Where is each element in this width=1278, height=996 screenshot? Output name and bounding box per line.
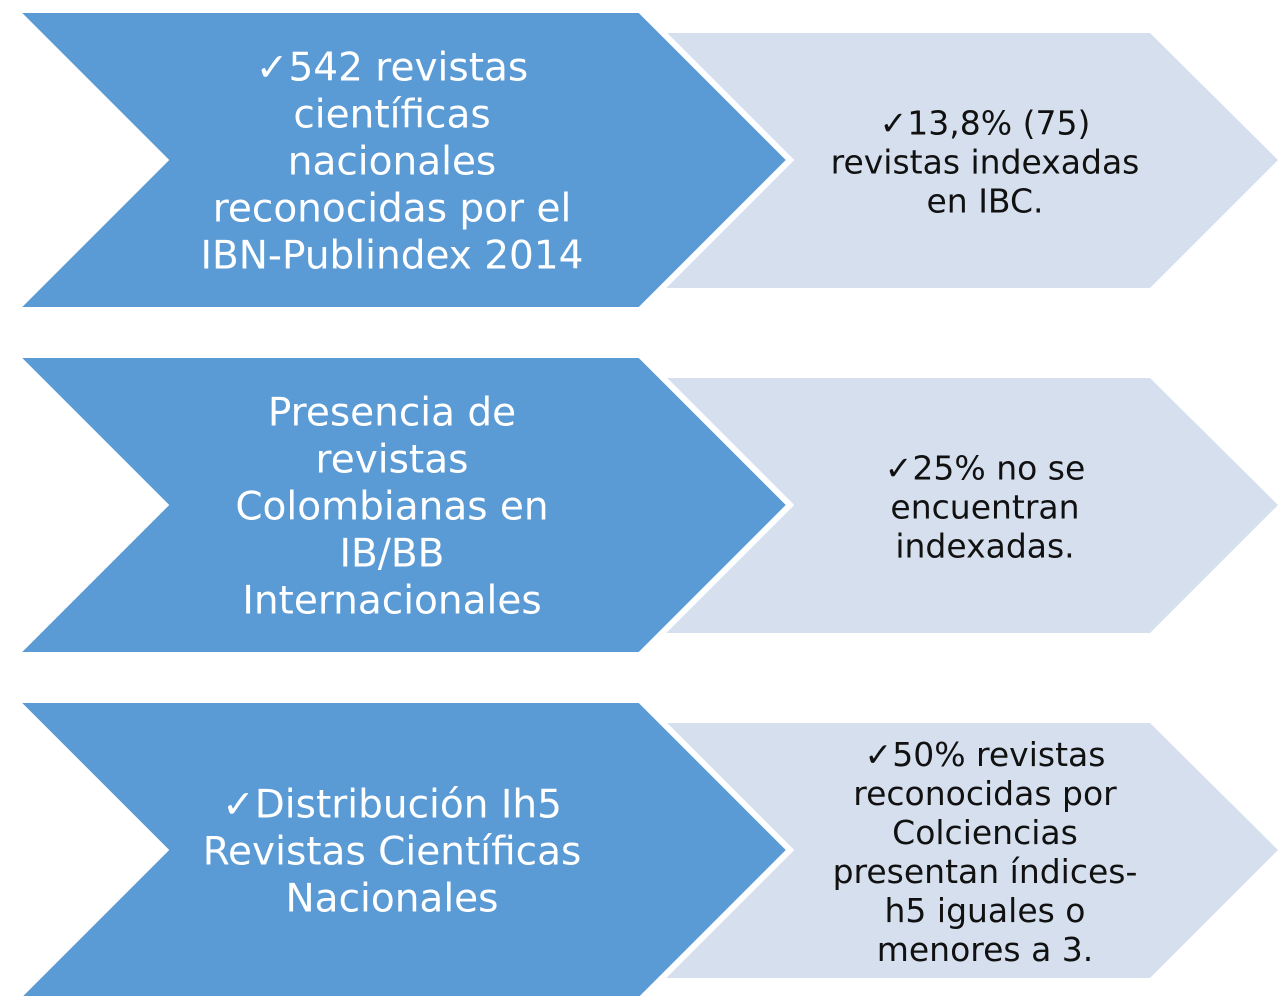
left-text: IBN-Publindex 2014 (201, 234, 584, 279)
left-text: IB/BB (340, 532, 445, 577)
light-chevron (665, 723, 1278, 978)
right-text: reconocidas por (853, 774, 1117, 813)
right-text: ✓25% no se (885, 449, 1086, 488)
right-text: ✓13,8% (75) (880, 104, 1091, 143)
left-text: Revistas Científicas (203, 830, 582, 875)
right-text: menores a 3. (877, 930, 1094, 969)
left-text: Colombianas en (235, 485, 548, 530)
left-text: reconocidas por el (213, 187, 572, 232)
right-text: Colciencias (892, 813, 1078, 852)
left-text: revistas (316, 438, 469, 483)
right-text: indexadas. (895, 527, 1074, 566)
left-text: Internacionales (242, 579, 541, 624)
right-text: revistas indexadas (831, 143, 1140, 182)
right-text: h5 iguales o (885, 891, 1086, 930)
left-text: Nacionales (286, 877, 499, 922)
blue-chevron (7, 7, 795, 313)
left-text: ✓Distribución Ih5 (222, 783, 562, 828)
right-text: encuentran (890, 488, 1079, 527)
left-text: nacionales (288, 140, 497, 185)
left-text: científicas (293, 93, 490, 138)
light-chevron (665, 33, 1278, 288)
right-text: presentan índices- (833, 852, 1138, 891)
left-text: ✓542 revistas (256, 46, 528, 91)
left-text: Presencia de (268, 391, 516, 436)
right-text: en IBC. (926, 182, 1043, 221)
blue-chevron (7, 352, 795, 658)
blue-chevron (7, 697, 795, 996)
light-chevron (665, 378, 1278, 633)
right-text: ✓50% revistas (865, 735, 1106, 774)
